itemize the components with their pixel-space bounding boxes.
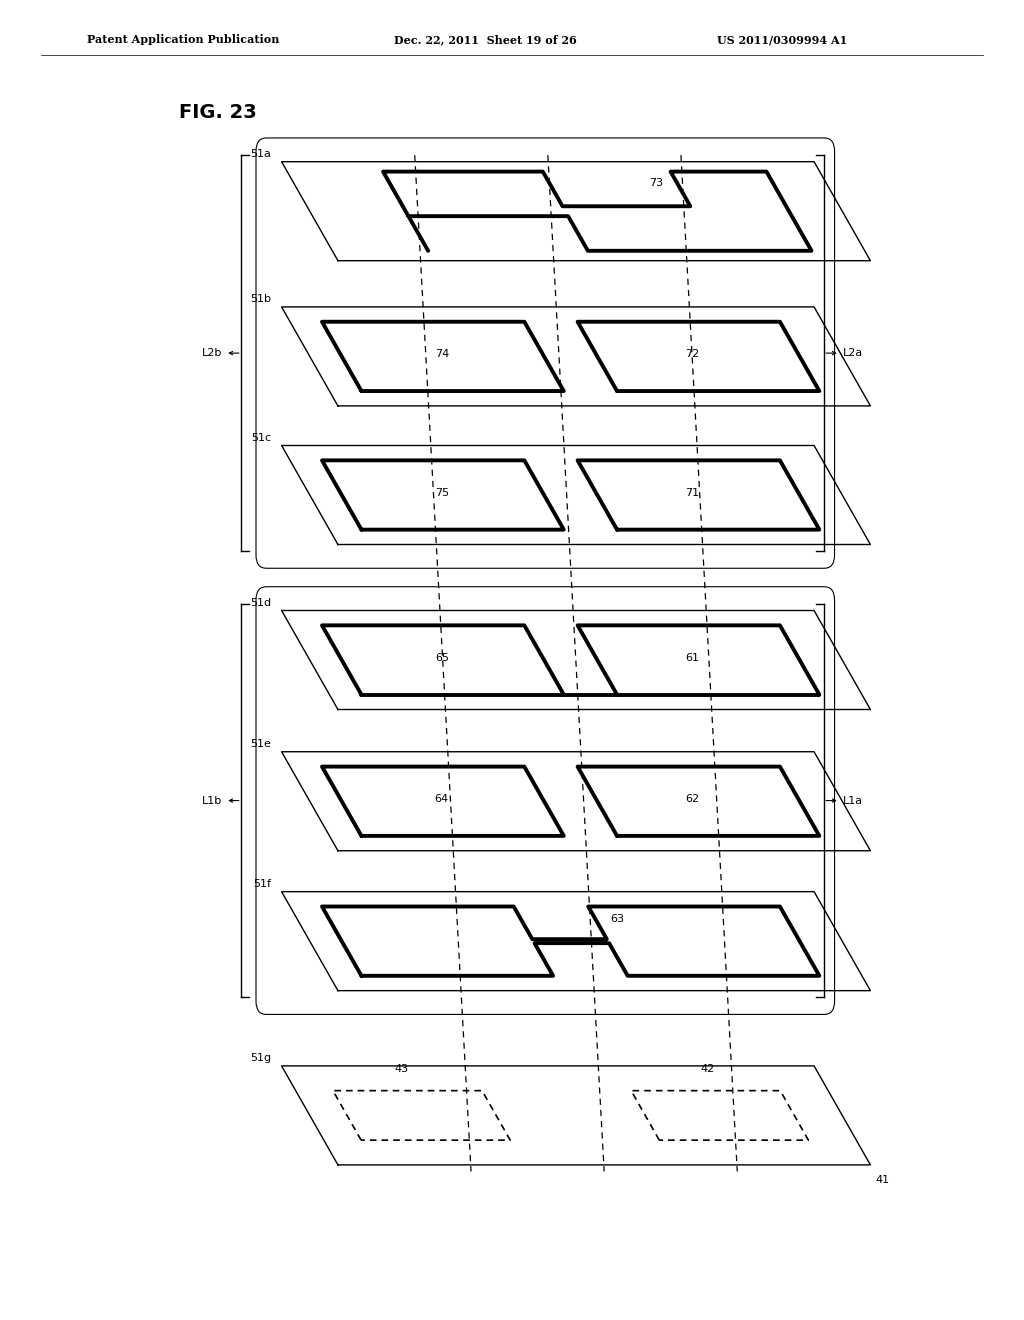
Text: 65: 65 <box>435 653 449 663</box>
Text: 43: 43 <box>395 1064 409 1074</box>
Text: L1b: L1b <box>202 796 222 805</box>
Text: 51c: 51c <box>251 433 271 444</box>
Text: 51d: 51d <box>250 598 271 607</box>
Text: Patent Application Publication: Patent Application Publication <box>87 34 280 45</box>
Text: 63: 63 <box>610 915 624 924</box>
Text: 42: 42 <box>700 1064 715 1074</box>
Text: 61: 61 <box>685 653 699 663</box>
Text: 51b: 51b <box>250 294 271 305</box>
Text: 73: 73 <box>649 178 664 189</box>
Text: L2a: L2a <box>843 348 863 358</box>
Text: 74: 74 <box>434 350 449 359</box>
Text: 64: 64 <box>435 795 449 804</box>
Text: 72: 72 <box>685 350 699 359</box>
Text: L1a: L1a <box>843 796 863 805</box>
Text: 51a: 51a <box>251 149 271 160</box>
Text: US 2011/0309994 A1: US 2011/0309994 A1 <box>717 34 847 45</box>
Text: 71: 71 <box>685 488 699 498</box>
Text: L2b: L2b <box>202 348 222 358</box>
Text: FIG. 23: FIG. 23 <box>179 103 257 121</box>
Text: 62: 62 <box>685 795 699 804</box>
Text: 75: 75 <box>435 488 449 498</box>
Text: 51g: 51g <box>250 1053 271 1064</box>
Text: 51e: 51e <box>251 739 271 748</box>
Text: 41: 41 <box>876 1175 890 1185</box>
Text: Dec. 22, 2011  Sheet 19 of 26: Dec. 22, 2011 Sheet 19 of 26 <box>394 34 577 45</box>
Text: 51f: 51f <box>253 879 271 890</box>
